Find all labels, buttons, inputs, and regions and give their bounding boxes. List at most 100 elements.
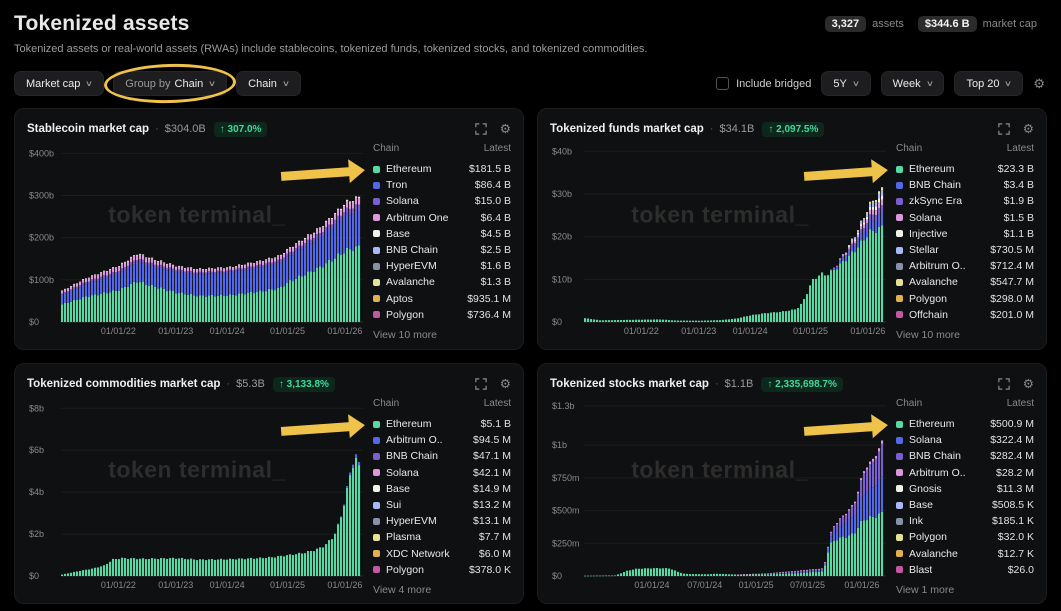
- chain-latest-value: $15.0 B: [474, 195, 511, 208]
- legend-row[interactable]: Avalanche $12.7 K: [896, 546, 1034, 562]
- expand-icon[interactable]: [475, 378, 487, 390]
- chain-color-swatch: [896, 197, 903, 205]
- chain-latest-value: $547.7 M: [990, 276, 1034, 289]
- legend-row[interactable]: Base $14.9 M: [373, 481, 511, 497]
- legend-row[interactable]: zkSync Era $1.9 B: [896, 193, 1034, 209]
- chain-latest-value: $5.1 B: [480, 418, 511, 431]
- legend-row[interactable]: BNB Chain $282.4 M: [896, 448, 1034, 464]
- legend-row[interactable]: Aptos $935.1 M: [373, 291, 511, 307]
- group-by-value: Chain: [174, 77, 204, 90]
- legend-row[interactable]: Solana $322.4 M: [896, 432, 1034, 448]
- legend-row[interactable]: Injective $1.1 B: [896, 226, 1034, 242]
- interval-dropdown[interactable]: Week ∨: [880, 71, 945, 96]
- legend-row[interactable]: Solana $42.1 M: [373, 465, 511, 481]
- metric-dropdown-label: Market cap: [26, 77, 81, 90]
- legend-row[interactable]: Solana $15.0 B: [373, 193, 511, 209]
- chain-latest-value: $23.3 B: [997, 163, 1034, 176]
- legend-row[interactable]: Arbitrum One $6.4 B: [373, 210, 511, 226]
- chain-name: Arbitrum One: [386, 211, 449, 224]
- chart-plot[interactable]: token terminal_ $8b $6b $4b $2b $0 01/01/22 01…: [27, 396, 367, 591]
- legend-row[interactable]: BNB Chain $2.5 B: [373, 242, 511, 258]
- interval-label: Week: [892, 77, 921, 90]
- legend-row[interactable]: Ethereum $181.5 B: [373, 161, 511, 177]
- legend-row[interactable]: Avalanche $1.3 B: [373, 274, 511, 290]
- chain-name: Ethereum: [386, 163, 432, 176]
- expand-icon[interactable]: [475, 123, 487, 135]
- legend-row[interactable]: Ethereum $500.9 M: [896, 416, 1034, 432]
- view-more-link[interactable]: View 10 more: [373, 328, 438, 341]
- svg-text:01/01/22: 01/01/22: [624, 326, 659, 336]
- chain-color-swatch: [896, 517, 903, 525]
- chain-color-swatch: [373, 485, 380, 493]
- chain-name: Arbitrum O..: [909, 260, 966, 273]
- legend-row[interactable]: HyperEVM $13.1 M: [373, 513, 511, 529]
- gear-icon[interactable]: ⚙: [499, 121, 511, 136]
- svg-text:$0: $0: [29, 317, 39, 327]
- view-more-link[interactable]: View 1 more: [896, 583, 955, 596]
- chain-latest-value: $935.1 M: [467, 292, 511, 305]
- chain-dropdown[interactable]: Chain ∨: [236, 71, 301, 96]
- svg-text:01/01/22: 01/01/22: [101, 580, 136, 590]
- gear-icon[interactable]: ⚙: [1022, 376, 1034, 391]
- metric-dropdown[interactable]: Market cap ∨: [14, 71, 105, 96]
- legend-row[interactable]: Polygon $736.4 M: [373, 307, 511, 323]
- legend-row[interactable]: Offchain $201.0 M: [896, 307, 1034, 323]
- legend-row[interactable]: Blast $26.0: [896, 562, 1034, 578]
- legend-row[interactable]: Ethereum $5.1 B: [373, 416, 511, 432]
- chain-name: Avalanche: [909, 276, 958, 289]
- group-by-dropdown[interactable]: Group by Chain ∨: [113, 71, 228, 96]
- gear-icon[interactable]: ⚙: [1022, 121, 1034, 136]
- chain-color-swatch: [373, 278, 380, 286]
- chart-plot[interactable]: token terminal_ $1.3b $1b $750m $500m $250m $…: [550, 396, 890, 591]
- card-latest-value: $1.1B: [724, 378, 754, 390]
- chain-name: Blast: [909, 563, 933, 576]
- settings-gear-icon[interactable]: ⚙: [1033, 75, 1045, 91]
- svg-text:$750m: $750m: [552, 473, 580, 483]
- top-n-dropdown[interactable]: Top 20 ∨: [954, 71, 1024, 96]
- legend-row[interactable]: Arbitrum O.. $28.2 M: [896, 465, 1034, 481]
- legend-row[interactable]: Polygon $32.0 K: [896, 529, 1034, 545]
- legend-row[interactable]: Polygon $298.0 M: [896, 291, 1034, 307]
- include-bridged-checkbox[interactable]: [716, 77, 730, 90]
- legend-row[interactable]: Avalanche $547.7 M: [896, 274, 1034, 290]
- legend-row[interactable]: Sui $13.2 M: [373, 497, 511, 513]
- legend-row[interactable]: XDC Network $6.0 M: [373, 546, 511, 562]
- legend-row[interactable]: Gnosis $11.3 M: [896, 481, 1034, 497]
- percent-change-badge: ↑ 2,097.5%: [762, 121, 825, 137]
- gear-icon[interactable]: ⚙: [499, 376, 511, 391]
- legend-row[interactable]: Ethereum $23.3 B: [896, 161, 1034, 177]
- legend-row[interactable]: Arbitrum O.. $712.4 M: [896, 258, 1034, 274]
- legend-row[interactable]: Ink $185.1 K: [896, 513, 1034, 529]
- legend-row[interactable]: HyperEVM $1.6 B: [373, 258, 511, 274]
- legend-row[interactable]: Base $508.5 K: [896, 497, 1034, 513]
- legend-row[interactable]: Tron $86.4 B: [373, 177, 511, 193]
- chain-latest-value: $26.0: [1007, 563, 1034, 576]
- legend-row[interactable]: Arbitrum O.. $94.5 M: [373, 432, 511, 448]
- chain-name: Solana: [386, 195, 419, 208]
- svg-text:07/01/24: 07/01/24: [687, 580, 722, 590]
- expand-icon[interactable]: [998, 378, 1010, 390]
- page-header: Tokenized assets Tokenized assets or rea…: [0, 0, 1061, 55]
- chain-color-swatch: [373, 420, 380, 428]
- time-range-dropdown[interactable]: 5Y ∨: [821, 71, 871, 96]
- legend-col-chain: Chain: [896, 143, 923, 154]
- chart-plot[interactable]: token terminal_ $400b $300b $200b $100b $0 01…: [27, 141, 367, 337]
- chart-plot[interactable]: token terminal_ $40b $30b $20b $10b $0 01/01/…: [550, 141, 890, 337]
- legend-row[interactable]: Stellar $730.5 M: [896, 242, 1034, 258]
- legend-row[interactable]: Plasma $7.7 M: [373, 529, 511, 545]
- chain-color-swatch: [896, 452, 903, 460]
- chain-name: HyperEVM: [386, 515, 437, 528]
- legend-row[interactable]: BNB Chain $47.1 M: [373, 448, 511, 464]
- view-more-link[interactable]: View 4 more: [373, 583, 432, 596]
- svg-text:$10b: $10b: [552, 274, 572, 284]
- legend-row[interactable]: Solana $1.5 B: [896, 210, 1034, 226]
- legend-row[interactable]: Base $4.5 B: [373, 226, 511, 242]
- chain-latest-value: $42.1 M: [473, 466, 511, 479]
- legend-row[interactable]: Polygon $378.0 K: [373, 562, 511, 578]
- chart-card-tokenized-commodities: Tokenized commodities market cap · $5.3B…: [14, 363, 524, 604]
- svg-text:01/01/24: 01/01/24: [210, 580, 245, 590]
- chain-latest-value: $7.7 M: [478, 531, 511, 544]
- legend-row[interactable]: BNB Chain $3.4 B: [896, 177, 1034, 193]
- view-more-link[interactable]: View 10 more: [896, 328, 961, 341]
- expand-icon[interactable]: [998, 123, 1010, 135]
